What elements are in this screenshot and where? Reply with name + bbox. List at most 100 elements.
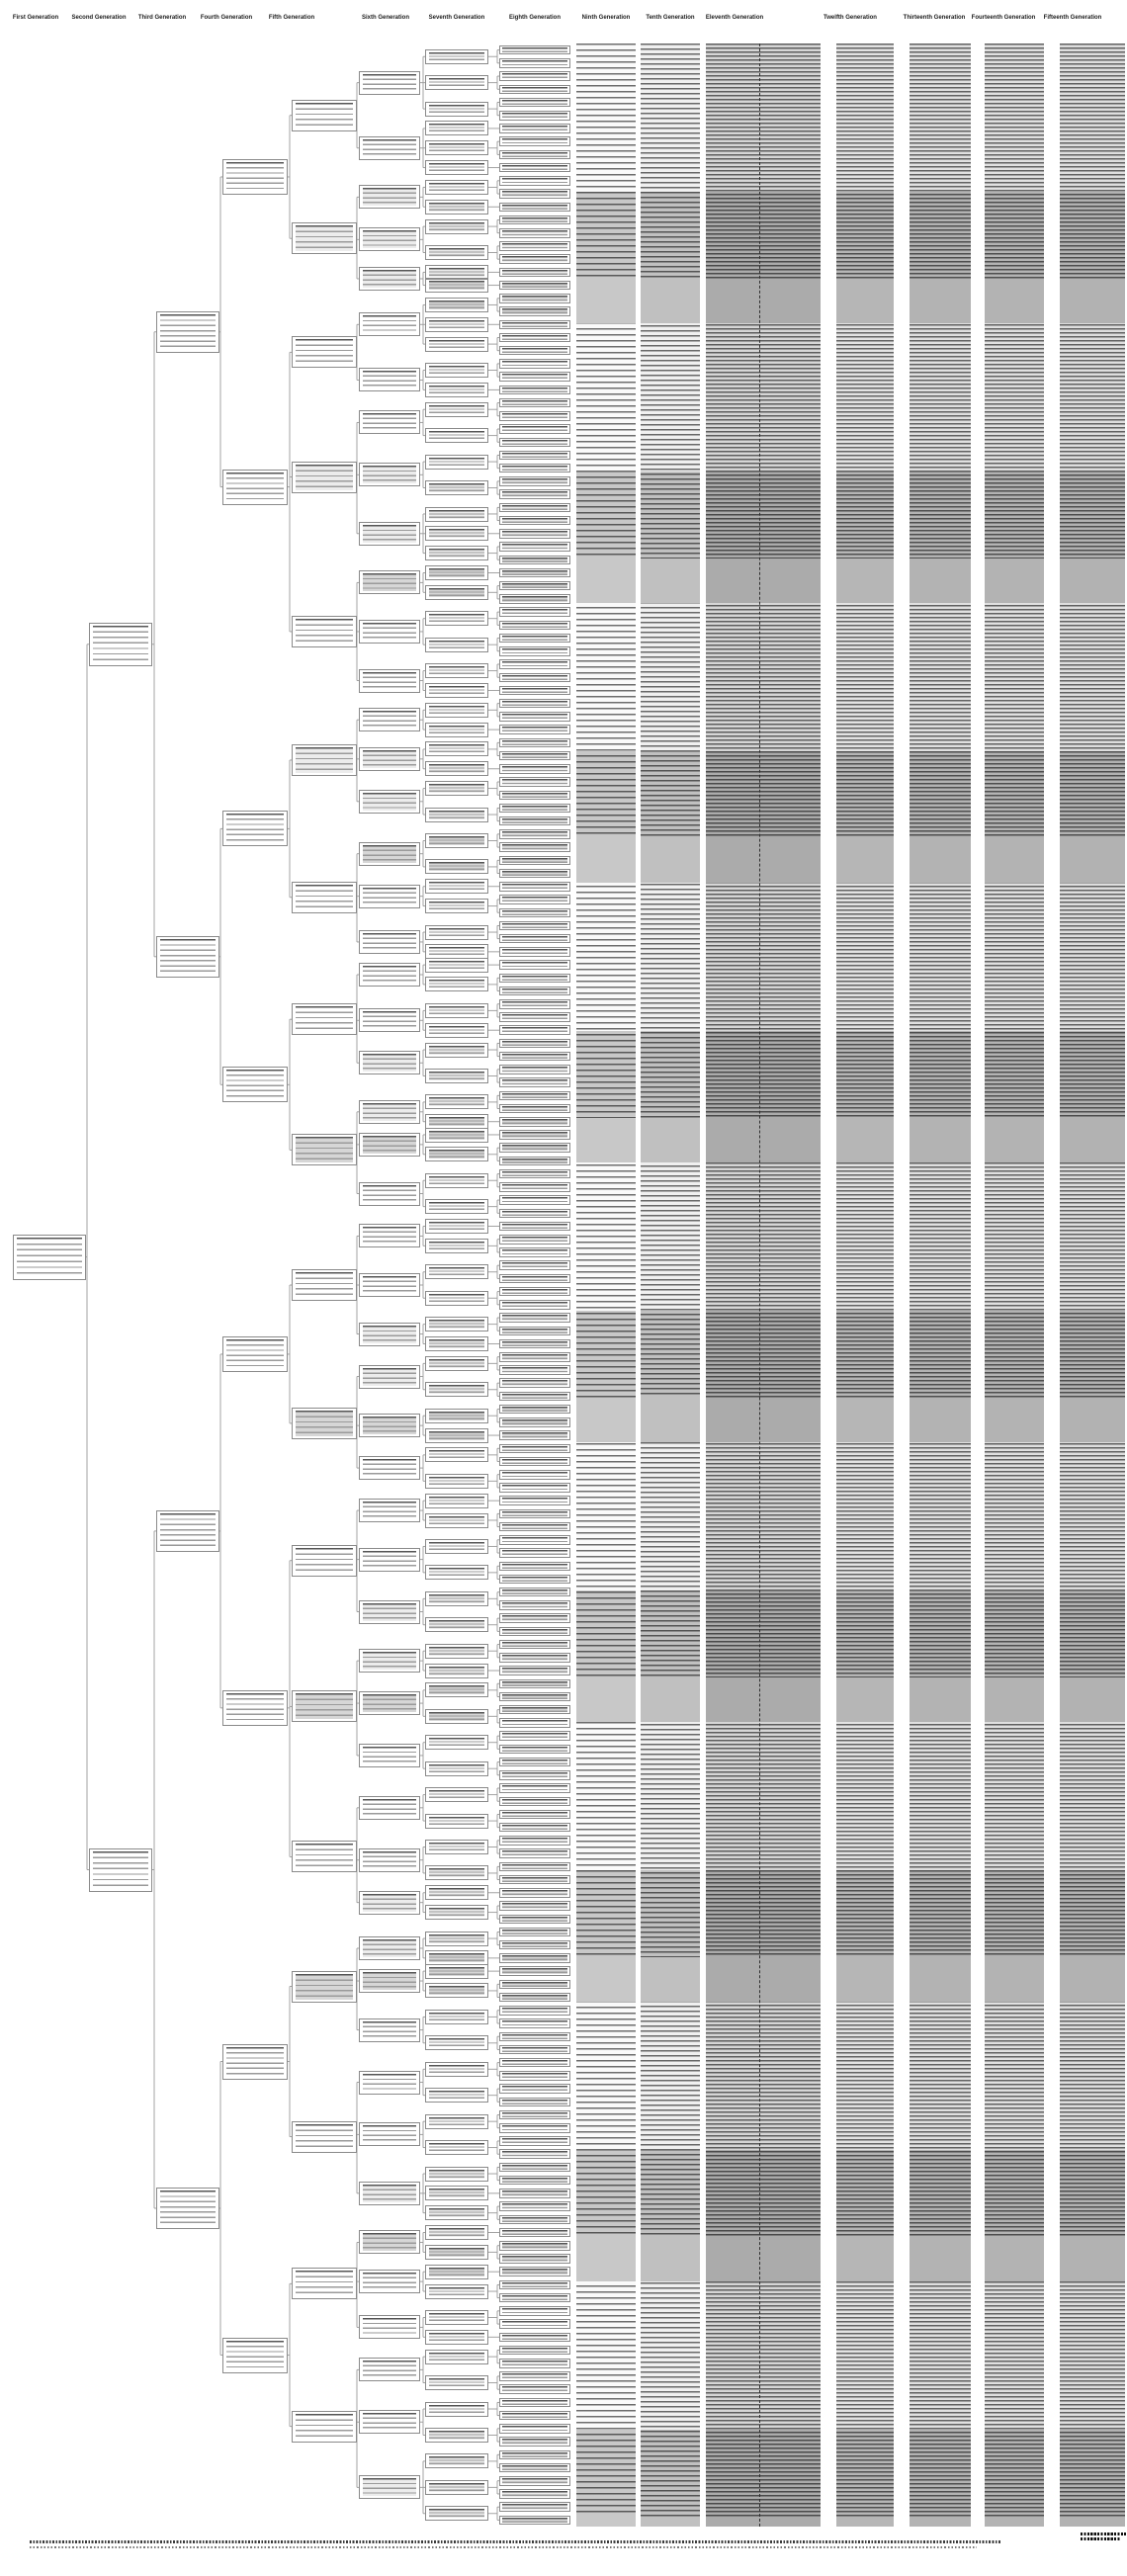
band-shade-block: [706, 558, 821, 603]
person-box: [499, 1417, 570, 1427]
person-box: [499, 1783, 570, 1793]
person-box: [499, 58, 570, 68]
band-shade-block: [836, 2517, 894, 2527]
person-box: [425, 1735, 488, 1751]
band-dark-section: [641, 1031, 700, 1118]
person-box: [499, 868, 570, 879]
band-shade-block: [985, 2517, 1044, 2527]
person-box: [359, 1414, 420, 1438]
person-box: [499, 607, 570, 617]
person-box: [425, 2428, 488, 2443]
person-box: [425, 1317, 488, 1332]
person-box: [425, 140, 488, 156]
person-box: [359, 1008, 420, 1033]
band-dark-section: [576, 472, 636, 558]
person-box: [359, 2230, 420, 2255]
band-dark-section: [1060, 2150, 1125, 2237]
person-box: [425, 899, 488, 914]
person-box: [359, 929, 420, 954]
person-box: [499, 1757, 570, 1767]
person-box: [425, 1290, 488, 1306]
band-shade-block: [1060, 2237, 1125, 2281]
person-box: [425, 944, 488, 960]
person-box: [499, 580, 570, 591]
person-box: [425, 428, 488, 444]
person-box: [425, 879, 488, 895]
person-box: [499, 2097, 570, 2107]
person-box: [425, 1382, 488, 1398]
band-dark-section: [910, 1311, 971, 1398]
person-box: [359, 1649, 420, 1674]
person-box: [425, 957, 488, 973]
band-shade-block: [641, 1677, 700, 1722]
person-box: [499, 986, 570, 996]
person-box: [499, 1535, 570, 1545]
person-box: [499, 241, 570, 251]
person-box: [425, 1708, 488, 1724]
person-box: [499, 2306, 570, 2316]
band-shade-block: [836, 1957, 894, 2002]
person-box: [359, 619, 420, 644]
band-dark-section: [1060, 1031, 1125, 1118]
person-box: [499, 1691, 570, 1702]
person-box: [499, 1718, 570, 1728]
person-box: [425, 1787, 488, 1803]
generation-band: [910, 43, 971, 2527]
person-box: [499, 1300, 570, 1310]
person-box: [425, 363, 488, 378]
band-dark-section: [910, 192, 971, 279]
person-box: [499, 2044, 570, 2055]
person-box: [499, 1626, 570, 1637]
person-box: [425, 722, 488, 737]
person-box: [499, 2359, 570, 2368]
person-box: [499, 476, 570, 486]
person-box: [499, 542, 570, 552]
person-box: [499, 424, 570, 434]
band-dark-section: [1060, 1311, 1125, 1398]
band-shade-block: [910, 1677, 971, 1722]
band-shade-block: [576, 1398, 636, 1442]
band-shade-block: [910, 279, 971, 323]
band-dim-overlay: [910, 43, 971, 2527]
person-box: [499, 907, 570, 917]
band-shade-block: [1060, 1398, 1125, 1442]
person-box: [425, 1427, 488, 1443]
generation-band: [1060, 43, 1125, 2527]
band-dark-section: [836, 1590, 894, 1677]
person-box: [425, 859, 488, 875]
person-box: [425, 1473, 488, 1489]
band-dark-section: [910, 1031, 971, 1118]
person-box: [359, 570, 420, 595]
band-shade-block: [1060, 1118, 1125, 1162]
person-box: [425, 121, 488, 136]
generation-band: [706, 43, 821, 2527]
person-box: [292, 881, 357, 913]
person-box: [359, 185, 420, 210]
footer-right-label-line-1: [1081, 2533, 1126, 2535]
person-box: [499, 2267, 570, 2276]
person-box: [499, 1653, 570, 1663]
person-box: [499, 1731, 570, 1741]
band-shade-block: [836, 1398, 894, 1442]
person-box: [499, 463, 570, 473]
person-box: [499, 1365, 570, 1375]
band-dim-overlay: [706, 43, 821, 2527]
person-box: [499, 633, 570, 644]
person-box: [499, 2241, 570, 2251]
person-box: [425, 382, 488, 397]
person-box: [499, 1208, 570, 1218]
person-box: [425, 48, 488, 64]
person-box: [222, 469, 288, 505]
person-box: [292, 2120, 357, 2153]
person-box: [499, 777, 570, 787]
person-box: [499, 1326, 570, 1335]
person-box: [425, 781, 488, 797]
person-box: [499, 2175, 570, 2186]
person-box: [499, 1770, 570, 1780]
person-box: [359, 1224, 420, 1248]
person-box: [425, 1983, 488, 1999]
band-shade-block: [836, 1677, 894, 1722]
band-shade-block: [706, 1118, 821, 1162]
person-box: [425, 682, 488, 698]
person-box: [499, 1260, 570, 1270]
